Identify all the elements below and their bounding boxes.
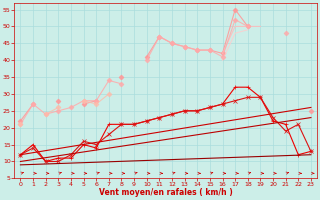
X-axis label: Vent moyen/en rafales ( km/h ): Vent moyen/en rafales ( km/h ) (99, 188, 233, 197)
